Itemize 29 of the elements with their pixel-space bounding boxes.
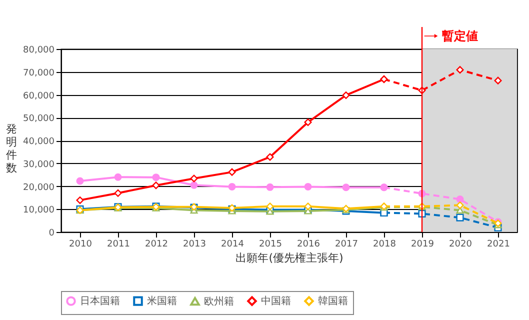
legend-label: 日本国籍	[80, 295, 120, 308]
x-tick-label: 2017	[335, 240, 358, 250]
ref-line-label: 暫定値	[442, 29, 478, 43]
y-tick-label: 60,000	[23, 91, 55, 102]
y-tick-label: 70,000	[23, 68, 55, 78]
x-tick-label: 2015	[259, 240, 282, 250]
y-tick-label: 0	[48, 228, 55, 238]
x-tick-label: 2014	[221, 240, 244, 250]
y-tick-label: 50,000	[23, 114, 55, 124]
legend-label: 中国籍	[261, 295, 291, 308]
y-axis-title: 発明件数	[6, 122, 17, 174]
y-tick-label: 10,000	[23, 206, 55, 216]
x-tick-label: 2020	[449, 240, 472, 250]
x-tick-label: 2018	[373, 240, 396, 250]
x-tick-label: 2016	[297, 240, 320, 250]
x-tick-label: 2013	[183, 240, 206, 250]
legend-label: 韓国籍	[318, 295, 348, 308]
y-tick-label: 30,000	[23, 160, 55, 170]
legend-label: 欧州籍	[204, 295, 234, 308]
x-tick-label: 2021	[487, 240, 510, 250]
x-axis-title: 出願年(優先権主張年)	[236, 252, 344, 264]
x-tick-label: 2012	[145, 240, 168, 250]
y-tick-label: 20,000	[23, 182, 55, 193]
legend-label: 米国籍	[147, 295, 177, 308]
x-tick-label: 2019	[411, 240, 434, 250]
x-tick-label: 2011	[107, 240, 130, 250]
y-tick-label: 80,000	[23, 46, 55, 56]
x-tick-label: 2010	[69, 240, 92, 250]
y-tick-label: 40,000	[23, 137, 55, 147]
